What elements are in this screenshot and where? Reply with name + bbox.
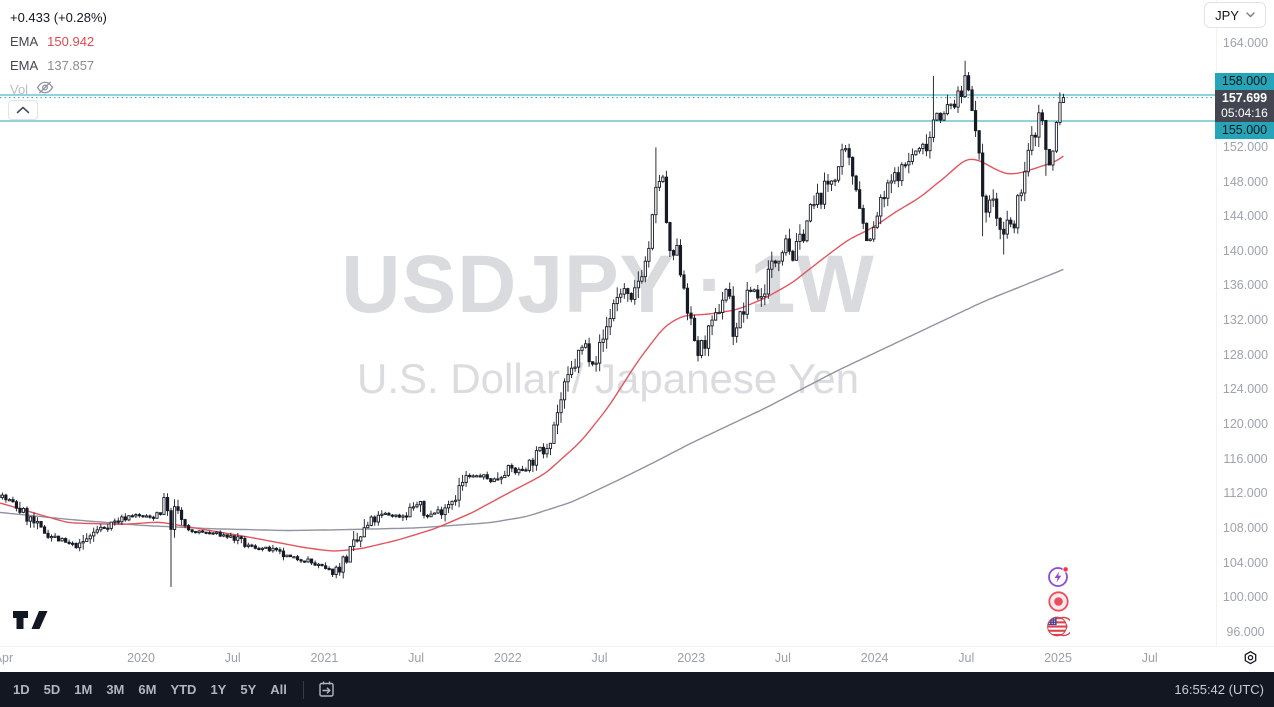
tradingview-logo[interactable]	[12, 609, 48, 631]
toolbar-divider	[302, 680, 304, 699]
time-label-2024: 2024	[860, 651, 889, 665]
time-label-jul: Jul	[408, 651, 425, 665]
time-label-jul: Jul	[224, 651, 241, 665]
range-button-6m[interactable]: 6M	[131, 678, 163, 701]
level-price-label-upper[interactable]: 158.000	[1215, 72, 1274, 90]
range-button-5y[interactable]: 5Y	[233, 678, 263, 701]
range-button-5d[interactable]: 5D	[37, 678, 68, 701]
price-tick: 132.000	[1222, 313, 1269, 328]
chevron-up-icon	[16, 106, 30, 114]
bar-close-countdown: 05:04:16	[1221, 105, 1268, 120]
time-label-jul: Jul	[774, 651, 791, 665]
bar-event-markers	[1047, 565, 1070, 638]
range-button-all[interactable]: All	[263, 678, 294, 701]
price-tick: 128.000	[1222, 347, 1269, 362]
range-button-1m[interactable]: 1M	[67, 678, 99, 701]
legend-ema-slow: EMA 137.857	[10, 53, 107, 77]
currency-unit-value: JPY	[1215, 7, 1239, 23]
price-tick: 120.000	[1222, 417, 1269, 432]
range-buttons: 1D 5D 1M 3M 6M YTD 1Y 5Y All	[6, 678, 294, 701]
legend: +0.433 (+0.28%) EMA 150.942 EMA 137.857 …	[10, 5, 107, 101]
time-label-2022: 2022	[493, 651, 522, 665]
price-tick: 124.000	[1222, 382, 1269, 397]
visibility-off-icon[interactable]	[36, 80, 54, 98]
price-tick: 164.000	[1222, 36, 1269, 50]
price-tick: 104.000	[1222, 555, 1269, 570]
time-label-2021: 2021	[310, 651, 339, 665]
time-label-jul: Jul	[1141, 651, 1158, 665]
currency-unit-selector[interactable]: JPY	[1204, 2, 1266, 28]
legend-ema-fast: EMA 150.942	[10, 29, 107, 53]
lightning-event-icon[interactable]	[1047, 565, 1070, 588]
ema-fast-value: 150.942	[47, 33, 95, 49]
time-axis[interactable]: Apr 2020 Jul 2021 Jul 2022 Jul 2023 Jul 2024 Jul 20…	[0, 646, 1274, 672]
bottom-toolbar: 1D 5D 1M 3M 6M YTD 1Y 5Y All 16:55:42 (UTC)	[0, 672, 1274, 707]
last-price-value: 157.699	[1221, 90, 1268, 105]
range-button-1y[interactable]: 1Y	[203, 678, 233, 701]
last-price-label: 157.699 05:04:16	[1215, 89, 1274, 122]
chart-canvas[interactable]: USDJPY · 1W U.S. Dollar / Japanese Yen +…	[0, 0, 1216, 646]
range-button-3m[interactable]: 3M	[99, 678, 131, 701]
price-tick: 136.000	[1222, 278, 1269, 293]
price-axis[interactable]: 164.000 152.000 148.000 144.000 140.000 136.0…	[1215, 0, 1274, 646]
time-label-jul: Jul	[591, 651, 608, 665]
settings-gear-icon[interactable]	[1242, 650, 1259, 667]
ema-fast-label: EMA	[10, 33, 39, 49]
us-flag-event-icon[interactable]	[1047, 615, 1070, 638]
time-label-2020: 2020	[127, 651, 155, 665]
legend-volume: Vol	[10, 77, 107, 101]
price-tick: 140.000	[1222, 243, 1269, 258]
ema-slow-label: EMA	[10, 57, 39, 73]
price-plot[interactable]	[0, 0, 1216, 646]
time-label-2023: 2023	[677, 651, 706, 665]
clock-utc[interactable]: 16:55:42 (UTC)	[1174, 682, 1264, 697]
price-tick: 152.000	[1222, 139, 1269, 154]
pane-collapse-button[interactable]	[8, 100, 38, 120]
time-label-jul: Jul	[958, 651, 975, 665]
range-button-1d[interactable]: 1D	[6, 678, 37, 701]
time-label-apr: Apr	[0, 651, 14, 665]
price-tick: 108.000	[1222, 520, 1269, 535]
price-tick: 148.000	[1222, 174, 1269, 189]
chevron-down-icon	[1246, 12, 1255, 18]
dot-event-icon[interactable]	[1047, 590, 1070, 613]
price-tick: 100.000	[1222, 590, 1269, 605]
volume-label: Vol	[10, 81, 29, 97]
time-label-2025: 2025	[1044, 651, 1072, 665]
calendar-icon	[319, 681, 334, 697]
price-change-text: +0.433 (+0.28%)	[10, 9, 107, 25]
price-tick: 112.000	[1223, 486, 1268, 501]
price-tick: 144.000	[1222, 209, 1269, 224]
range-button-ytd[interactable]: YTD	[163, 678, 203, 701]
ema-slow-value: 137.857	[47, 57, 95, 73]
price-tick: 96.000	[1226, 624, 1265, 639]
level-price-label-lower[interactable]: 155.000	[1215, 121, 1274, 139]
go-to-date-button[interactable]	[313, 678, 340, 701]
price-tick: 116.000	[1223, 451, 1268, 466]
